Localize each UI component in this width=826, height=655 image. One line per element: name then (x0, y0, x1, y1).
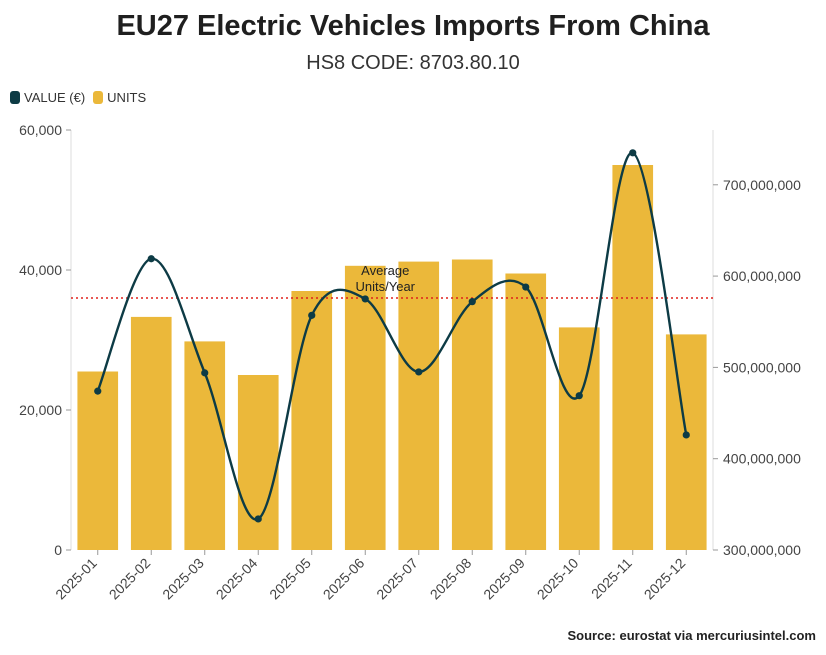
legend-units-label: UNITS (107, 90, 147, 105)
bar-units (612, 165, 654, 550)
y-right-tick-label: 400,000,000 (723, 451, 801, 467)
bar-units (398, 261, 440, 550)
x-tick-label: 2025-03 (159, 555, 207, 603)
value-point (201, 369, 209, 377)
bar-units (237, 375, 279, 550)
value-point (361, 295, 369, 303)
y-right-tick-label: 300,000,000 (723, 542, 801, 558)
x-tick-label: 2025-04 (213, 555, 261, 603)
y-right-tick-label: 600,000,000 (723, 268, 801, 284)
value-point (682, 431, 690, 439)
y-left-tick-label: 40,000 (19, 262, 62, 278)
bar-units (291, 291, 333, 550)
chart-title: EU27 Electric Vehicles Imports From Chin… (116, 10, 710, 42)
x-tick-label: 2025-11 (588, 555, 635, 602)
x-tick-label: 2025-10 (534, 555, 582, 603)
value-point (147, 255, 155, 263)
source-note: Source: eurostat via mercuriusintel.com (567, 628, 816, 643)
bar-units (665, 334, 707, 550)
legend-value-swatch (10, 91, 20, 104)
value-point (308, 311, 316, 319)
bar-units (77, 371, 119, 550)
x-tick-label: 2025-01 (52, 555, 100, 603)
x-tick-label: 2025-02 (106, 555, 154, 603)
bar-units (344, 265, 386, 550)
y-right-tick-label: 500,000,000 (723, 359, 801, 375)
x-tick-label: 2025-12 (641, 555, 689, 603)
legend: VALUE (€) UNITS (10, 90, 154, 105)
legend-value: VALUE (€) (10, 90, 85, 105)
value-line (96, 151, 688, 521)
y-left-tick-label: 60,000 (19, 122, 62, 138)
x-tick-label: 2025-09 (480, 555, 528, 603)
y-right-tick-label: 700,000,000 (723, 177, 801, 193)
legend-units-swatch (93, 91, 104, 104)
bar-units (130, 316, 172, 550)
value-point (254, 515, 262, 523)
chart-subtitle: HS8 CODE: 8703.80.10 (306, 52, 520, 74)
bar-units (451, 259, 493, 550)
x-tick-label: 2025-06 (320, 555, 368, 603)
legend-units: UNITS (93, 90, 146, 105)
y-left-tick-label: 0 (54, 542, 62, 558)
value-point (522, 283, 530, 291)
x-tick-label: 2025-07 (373, 555, 421, 603)
value-point (468, 298, 476, 306)
average-annotation: Units/Year (356, 279, 416, 294)
bar-units (558, 327, 600, 550)
value-point (629, 149, 637, 157)
x-tick-label: 2025-05 (266, 555, 314, 603)
value-point (94, 387, 102, 395)
x-tick-label: 2025-08 (427, 555, 475, 603)
bar-units (505, 273, 547, 550)
legend-value-label: VALUE (€) (24, 90, 86, 105)
y-left-tick-label: 20,000 (19, 402, 62, 418)
average-annotation: Average (361, 263, 409, 278)
value-point (575, 392, 583, 400)
value-point (415, 368, 423, 376)
